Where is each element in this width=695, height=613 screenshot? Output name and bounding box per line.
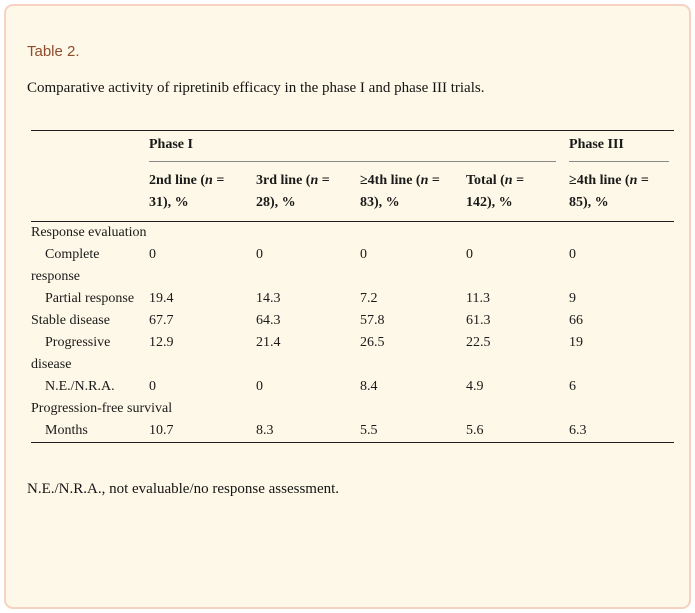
cell-value: 11.3 <box>466 291 490 306</box>
cell-value: 57.8 <box>360 313 385 328</box>
table-caption: Comparative activity of ripretinib effic… <box>27 80 485 96</box>
cell-value: 9 <box>569 291 577 306</box>
cell-value: 0 <box>149 247 156 262</box>
column-header-3: ≥4th line (n = 83), % <box>360 162 466 222</box>
cell-value: 0 <box>569 247 577 262</box>
section-label: Progression-free survival <box>31 401 173 416</box>
row-label: Partial response <box>45 291 135 306</box>
cell-value: 64.3 <box>256 313 281 328</box>
cell-value: 0 <box>256 247 263 262</box>
cell-value: 61.3 <box>466 313 491 328</box>
section-label: Response evaluation <box>31 225 147 240</box>
cell-value: 5.5 <box>360 423 378 438</box>
cell-value: 14.3 <box>256 291 281 306</box>
cell-value: 8.4 <box>360 379 378 394</box>
column-header-2: 3rd line (n = 28), % <box>256 162 360 222</box>
cell-value: 21.4 <box>256 335 281 350</box>
data-row: Stable disease 67.7 64.3 57.8 61.3 66 <box>31 310 674 332</box>
table-footnote: N.E./N.R.A., not evaluable/no response a… <box>27 481 340 497</box>
data-row: N.E./N.R.A. 0 0 8.4 4.9 6 <box>31 376 674 398</box>
section-row: Response evaluation <box>31 222 674 245</box>
row-label: N.E./N.R.A. <box>45 379 115 394</box>
data-row: Months 10.7 8.3 5.5 5.6 6.3 <box>31 420 674 443</box>
column-group-row: Phase I Phase III <box>31 131 674 163</box>
column-group-2: Phase III <box>569 131 674 162</box>
table-number-heading: Table 2. <box>27 43 80 60</box>
cell-value: 66 <box>569 313 584 328</box>
cell-value: 0 <box>149 379 156 394</box>
cell-value: 0 <box>256 379 263 394</box>
column-header-4: Total (n = 142), % <box>466 162 570 222</box>
column-header-5: ≥4th line (n = 85), % <box>569 162 675 222</box>
cell-value: 19.4 <box>149 291 174 306</box>
cell-value: 67.7 <box>149 313 174 328</box>
stub-cell <box>31 162 149 222</box>
column-header-1: 2nd line (n = 31), % <box>149 162 256 222</box>
cell-value: 6.3 <box>569 423 587 438</box>
cell-value: 4.9 <box>466 379 484 394</box>
cell-value: 0 <box>360 247 367 262</box>
cell-value: 0 <box>466 247 473 262</box>
cell-value: 10.7 <box>149 423 174 438</box>
cell-value: 8.3 <box>256 423 274 438</box>
table-header: Phase I Phase III 2nd line (n = 31), % 3rd … <box>31 131 675 222</box>
column-header-row: 2nd line (n = 31), % 3rd line (n = 28), % ≥4… <box>31 162 675 222</box>
data-row: Complete response 0 0 0 0 0 <box>31 244 674 288</box>
cell-value: 26.5 <box>360 335 385 350</box>
cell-value: 5.6 <box>466 423 484 438</box>
column-group-label: Phase III <box>569 137 624 152</box>
row-label: Progressive disease <box>31 335 111 372</box>
column-group-underline <box>149 161 557 162</box>
cell-value: 6 <box>569 379 577 394</box>
table-body: Response evaluation Complete response 0 0 0 0… <box>31 222 674 443</box>
row-label: Months <box>45 423 88 438</box>
column-group-1: Phase I <box>149 131 569 162</box>
row-label: Complete response <box>31 247 100 284</box>
cell-value: 12.9 <box>149 335 174 350</box>
results-table: Phase I Phase III 2nd line (n = 31), % 3rd … <box>31 130 675 443</box>
column-group-label: Phase I <box>149 137 193 152</box>
column-group-underline <box>569 161 670 162</box>
data-row: Progressive disease 12.9 21.4 26.5 22.5 19 <box>31 332 674 376</box>
cell-value: 22.5 <box>466 335 491 350</box>
section-row: Progression-free survival <box>31 398 674 420</box>
data-row: Partial response 19.4 14.3 7.2 11.3 9 <box>31 288 674 310</box>
stub-cell <box>31 131 149 163</box>
cell-value: 19 <box>569 335 584 350</box>
cell-value: 7.2 <box>360 291 378 306</box>
row-label: Stable disease <box>31 313 110 328</box>
table-card: Table 2. Comparative activity of ripreti… <box>4 4 691 609</box>
